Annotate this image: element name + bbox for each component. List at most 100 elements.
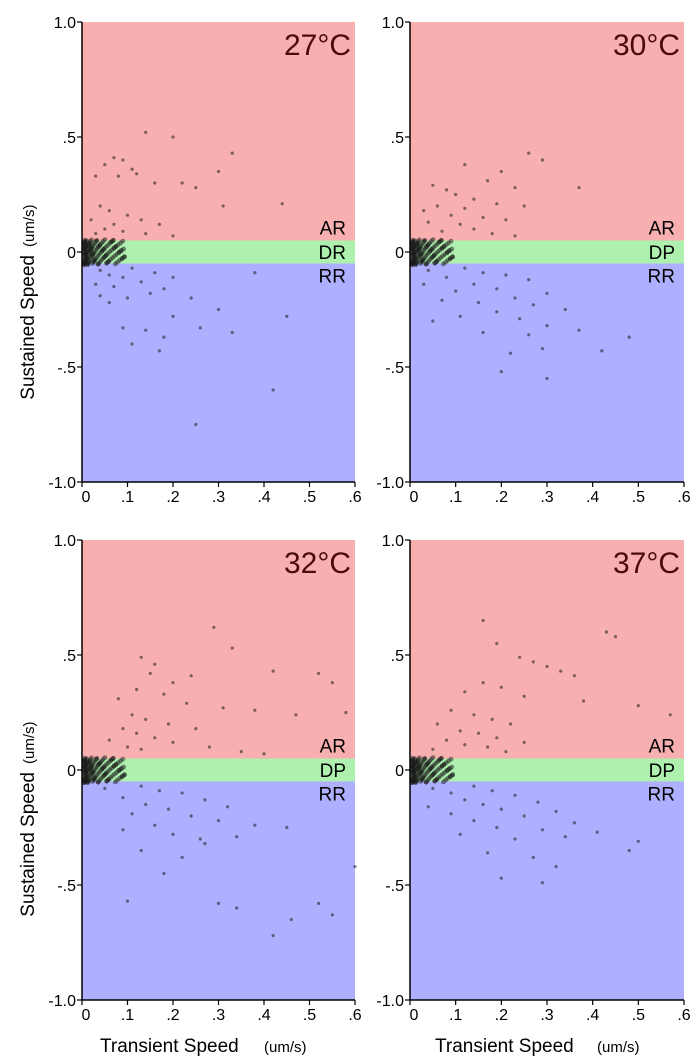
data-point: [426, 805, 430, 809]
y-tick-label: -1.0: [376, 993, 404, 1010]
x-axis-label-right: Transient Speed (um/s): [435, 1036, 640, 1057]
data-point: [171, 832, 175, 837]
panel-title: 37°C: [613, 547, 680, 580]
data-point: [444, 188, 449, 192]
panel-title: 32°C: [284, 547, 351, 580]
data-point: [458, 729, 462, 733]
data-point: [113, 244, 119, 249]
data-point: [106, 777, 111, 782]
data-point: [410, 245, 416, 251]
data-point: [431, 747, 435, 751]
data-point: [116, 174, 120, 178]
data-point: [426, 268, 430, 272]
data-point: [139, 784, 143, 788]
x-tick-label: .1: [449, 489, 462, 506]
data-point: [540, 158, 545, 162]
data-point: [89, 755, 94, 761]
data-point: [450, 772, 455, 778]
data-point: [162, 287, 166, 291]
data-point: [518, 317, 522, 321]
data-point: [431, 183, 435, 187]
data-point: [271, 934, 275, 938]
data-point: [411, 249, 417, 255]
data-point: [472, 227, 476, 231]
data-point: [280, 202, 284, 206]
data-point: [486, 851, 490, 855]
data-point: [95, 779, 101, 785]
data-point: [499, 807, 503, 811]
data-point: [82, 258, 87, 264]
y-axis-unit-top: (um/s): [21, 205, 38, 248]
data-point: [430, 237, 436, 243]
x-tick-label: .3: [540, 489, 553, 506]
data-point: [431, 252, 437, 258]
data-point: [472, 819, 476, 823]
data-point: [125, 899, 130, 903]
data-point: [411, 767, 417, 773]
data-point: [82, 757, 88, 763]
data-point: [153, 181, 157, 185]
data-point: [130, 266, 134, 270]
data-point: [125, 296, 130, 300]
data-point: [559, 669, 563, 673]
x-tick-label: .4: [257, 489, 270, 506]
data-point: [121, 229, 125, 233]
data-point: [221, 706, 225, 710]
panel-title: 27°C: [284, 29, 351, 62]
data-point: [294, 713, 298, 717]
data-point: [125, 745, 130, 749]
y-tick-label: -.5: [385, 878, 404, 895]
data-point: [444, 275, 449, 279]
data-point: [135, 172, 139, 176]
y-tick-label: 1.0: [54, 533, 76, 550]
data-point: [425, 242, 431, 248]
panel-title: 30°C: [613, 29, 680, 62]
data-point: [194, 422, 198, 427]
data-point: [171, 681, 175, 685]
data-point: [103, 252, 109, 258]
data-point: [613, 635, 618, 639]
region-label-rr: RR: [319, 267, 346, 288]
data-point: [112, 222, 116, 226]
rr-band: [410, 781, 684, 1000]
data-point: [522, 740, 526, 745]
data-point: [448, 238, 454, 244]
data-point: [148, 291, 152, 295]
data-point: [216, 901, 221, 906]
region-label-rr: RR: [648, 785, 675, 806]
data-point: [86, 778, 91, 783]
ar-band: [82, 22, 355, 241]
data-point: [450, 254, 455, 260]
y-tick-label: 0: [67, 763, 76, 780]
data-point: [545, 324, 549, 328]
data-point: [353, 865, 357, 869]
data-point: [417, 763, 423, 769]
data-point: [425, 760, 431, 766]
data-point: [330, 913, 334, 917]
data-point: [527, 333, 531, 337]
data-point: [476, 301, 481, 305]
data-point: [518, 655, 522, 659]
data-point: [153, 736, 157, 740]
data-point: [194, 186, 198, 190]
x-tick-label: .5: [303, 1007, 316, 1024]
data-point: [130, 342, 134, 346]
data-point: [481, 271, 485, 275]
data-point: [441, 762, 447, 767]
data-point: [463, 690, 467, 694]
data-point: [153, 662, 157, 666]
data-point: [449, 213, 453, 217]
y-tick-label: 0: [395, 245, 404, 262]
data-point: [410, 776, 415, 782]
data-point: [180, 791, 184, 795]
data-point: [410, 763, 416, 769]
data-point: [513, 186, 517, 190]
data-point: [531, 855, 535, 860]
data-point: [449, 708, 453, 712]
data-point: [98, 294, 102, 298]
data-point: [86, 260, 91, 265]
data-point: [139, 280, 143, 284]
x-tick-label: .5: [632, 1007, 645, 1024]
data-point: [94, 282, 98, 286]
data-point: [441, 244, 447, 249]
